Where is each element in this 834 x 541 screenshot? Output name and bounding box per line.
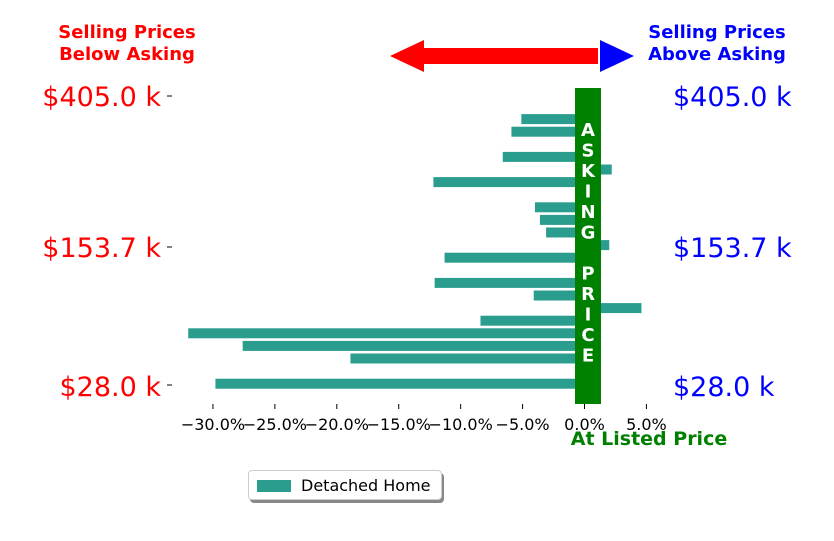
asking-price-letter: I	[585, 305, 592, 326]
bar-detached-home	[433, 177, 585, 188]
asking-price-letter: C	[581, 325, 594, 346]
x-tick-label: −25.0%	[243, 415, 307, 434]
bar-detached-home	[539, 214, 585, 225]
asking-price-letter: R	[581, 284, 595, 305]
bar-detached-home	[502, 151, 585, 162]
bar-detached-home	[511, 126, 585, 137]
x-tick-label: −30.0%	[181, 415, 245, 434]
bar-detached-home	[188, 328, 585, 339]
bar-detached-home	[480, 315, 585, 326]
asking-price-letter: I	[585, 182, 592, 203]
y-tick-label-left: $28.0 k	[59, 372, 161, 403]
y-tick-label-right: $153.7 k	[673, 233, 792, 264]
x-tick-label: −10.0%	[429, 415, 493, 434]
left-arrow-icon	[390, 40, 598, 72]
x-tick-label: −15.0%	[367, 415, 431, 434]
asking-price-letter: N	[580, 202, 595, 223]
bar-detached-home	[533, 290, 585, 301]
x-tick-label: 5.0%	[626, 415, 667, 434]
bar-detached-home	[521, 114, 585, 125]
asking-price-letter: S	[582, 141, 595, 162]
asking-price-letter: A	[581, 120, 595, 141]
header-left-line-2: Below Asking	[59, 44, 195, 65]
legend-label-detached-home: Detached Home	[301, 476, 431, 495]
bar-detached-home	[215, 378, 585, 389]
bar-detached-home	[444, 252, 585, 263]
y-tick-label-right: $28.0 k	[673, 372, 775, 403]
header-right-line-1: Selling Prices	[648, 22, 785, 43]
x-tick-label: −20.0%	[305, 415, 369, 434]
x-tick-label: −5.0%	[496, 415, 550, 434]
asking-price-letter: K	[581, 161, 596, 182]
bar-detached-home	[434, 277, 585, 288]
legend-swatch-detached-home	[257, 480, 291, 492]
asking-price-letter: P	[581, 264, 594, 285]
y-tick-label-left: $405.0 k	[42, 82, 161, 113]
y-tick-label-left: $153.7 k	[42, 233, 161, 264]
header-left-line-1: Selling Prices	[58, 22, 195, 43]
header-right-line-2: Above Asking	[648, 44, 786, 65]
bar-detached-home	[242, 340, 585, 351]
bar-detached-home	[350, 353, 585, 364]
bar-detached-home	[546, 227, 585, 238]
listed-price-label: At Listed Price	[571, 428, 727, 450]
bar-detached-home	[584, 303, 642, 314]
y-tick-label-right: $405.0 k	[673, 82, 792, 113]
right-arrow-icon	[600, 40, 634, 72]
x-tick-label: 0.0%	[564, 415, 605, 434]
asking-price-letter: G	[581, 223, 596, 244]
asking-price-letter: E	[582, 346, 594, 367]
asking-price-band	[575, 88, 601, 404]
legend: Detached Home	[248, 470, 442, 500]
bar-detached-home	[534, 202, 585, 213]
